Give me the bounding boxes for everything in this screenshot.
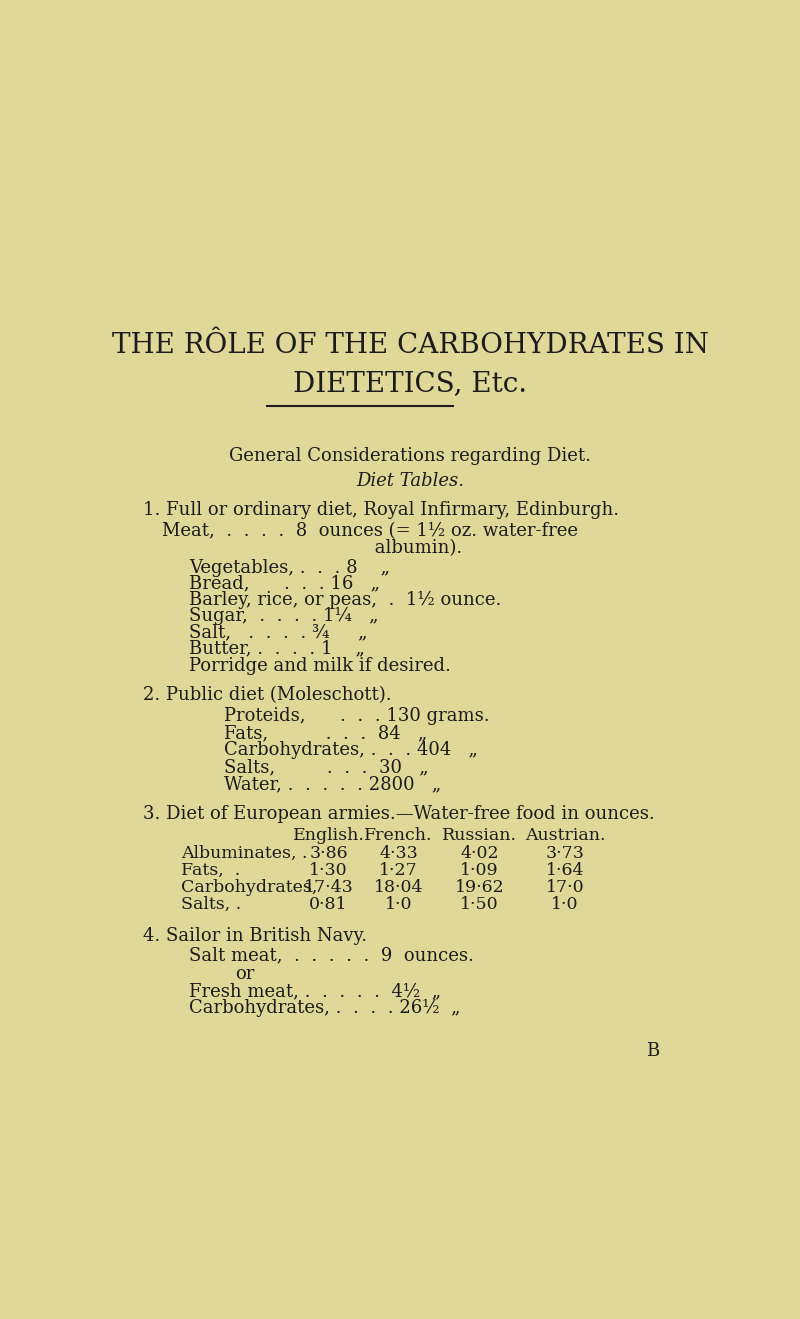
Text: 2. Public diet (Moleschott).: 2. Public diet (Moleschott). (142, 686, 391, 704)
Text: Meat,  .  .  .  .  8  ounces (= 1½ oz. water-free: Meat, . . . . 8 ounces (= 1½ oz. water-f… (162, 522, 578, 541)
Text: 1·0: 1·0 (385, 896, 412, 913)
Text: Sugar,  .  .  .  . 1¼   „: Sugar, . . . . 1¼ „ (189, 607, 378, 625)
Text: Salt,   .  .  .  . ¾     „: Salt, . . . . ¾ „ (189, 624, 368, 641)
Text: 1·30: 1·30 (310, 863, 348, 878)
Text: 17·43: 17·43 (304, 878, 354, 896)
Text: Fats,  .: Fats, . (182, 863, 241, 878)
Text: 4·33: 4·33 (379, 845, 418, 863)
Text: B: B (646, 1042, 660, 1060)
Text: Water, .  .  .  .  . 2800   „: Water, . . . . . 2800 „ (224, 776, 442, 793)
Text: Salt meat,  .  .  .  .  .  9  ounces.: Salt meat, . . . . . 9 ounces. (189, 947, 474, 964)
Text: General Considerations regarding Diet.: General Considerations regarding Diet. (229, 447, 591, 466)
Text: 4. Sailor in British Navy.: 4. Sailor in British Navy. (142, 927, 366, 944)
Text: 18·04: 18·04 (374, 878, 423, 896)
Text: Diet Tables.: Diet Tables. (356, 472, 464, 491)
Text: 4·02: 4·02 (461, 845, 499, 863)
Text: 19·62: 19·62 (455, 878, 505, 896)
Text: French.: French. (364, 827, 433, 844)
Text: 1·0: 1·0 (551, 896, 578, 913)
Text: 1·50: 1·50 (461, 896, 499, 913)
Text: albumin).: albumin). (162, 539, 462, 558)
Text: DIETETICS, Etc.: DIETETICS, Etc. (293, 371, 527, 397)
Text: Salts, .: Salts, . (182, 896, 242, 913)
Text: Bread,      .  .  . 16   „: Bread, . . . 16 „ (189, 575, 380, 592)
Text: Barley, rice, or peas,  .  1½ ounce.: Barley, rice, or peas, . 1½ ounce. (189, 591, 502, 609)
Text: Salts,         .  .  .  30   „: Salts, . . . 30 „ (224, 758, 429, 776)
Text: Butter, .  .  .  . 1    „: Butter, . . . . 1 „ (189, 640, 365, 658)
Text: Proteids,      .  .  . 130 grams.: Proteids, . . . 130 grams. (224, 707, 490, 725)
Text: Carbohydrates, .  .  . 404   „: Carbohydrates, . . . 404 „ (224, 741, 478, 760)
Text: 3·73: 3·73 (546, 845, 585, 863)
Text: Russian.: Russian. (442, 827, 518, 844)
Text: Vegetables, .  .  . 8    „: Vegetables, . . . 8 „ (189, 559, 390, 576)
Text: 1·64: 1·64 (546, 863, 584, 878)
Text: Albuminates, .: Albuminates, . (182, 845, 308, 863)
Text: 3. Diet of European armies.—Water-free food in ounces.: 3. Diet of European armies.—Water-free f… (142, 805, 654, 823)
Text: 1·27: 1·27 (379, 863, 418, 878)
Text: Fresh meat, .  .  .  .  .  4½  „: Fresh meat, . . . . . 4½ „ (189, 983, 442, 1000)
Text: English.: English. (293, 827, 365, 844)
Text: Fats,          .  .  .  84   „: Fats, . . . 84 „ (224, 724, 427, 743)
Text: or: or (236, 966, 255, 983)
Text: 17·0: 17·0 (546, 878, 584, 896)
Text: 0·81: 0·81 (310, 896, 348, 913)
Text: Porridge and milk if desired.: Porridge and milk if desired. (189, 657, 451, 675)
Text: 3·86: 3·86 (310, 845, 348, 863)
Text: THE RÔLE OF THE CARBOHYDRATES IN: THE RÔLE OF THE CARBOHYDRATES IN (111, 331, 709, 359)
Text: 1·09: 1·09 (461, 863, 499, 878)
Text: Carbohydrates,: Carbohydrates, (182, 878, 318, 896)
Text: Austrian.: Austrian. (525, 827, 606, 844)
Text: 1. Full or ordinary diet, Royal Infirmary, Edinburgh.: 1. Full or ordinary diet, Royal Infirmar… (142, 501, 618, 518)
Text: Carbohydrates, .  .  .  . 26½  „: Carbohydrates, . . . . 26½ „ (189, 998, 461, 1017)
